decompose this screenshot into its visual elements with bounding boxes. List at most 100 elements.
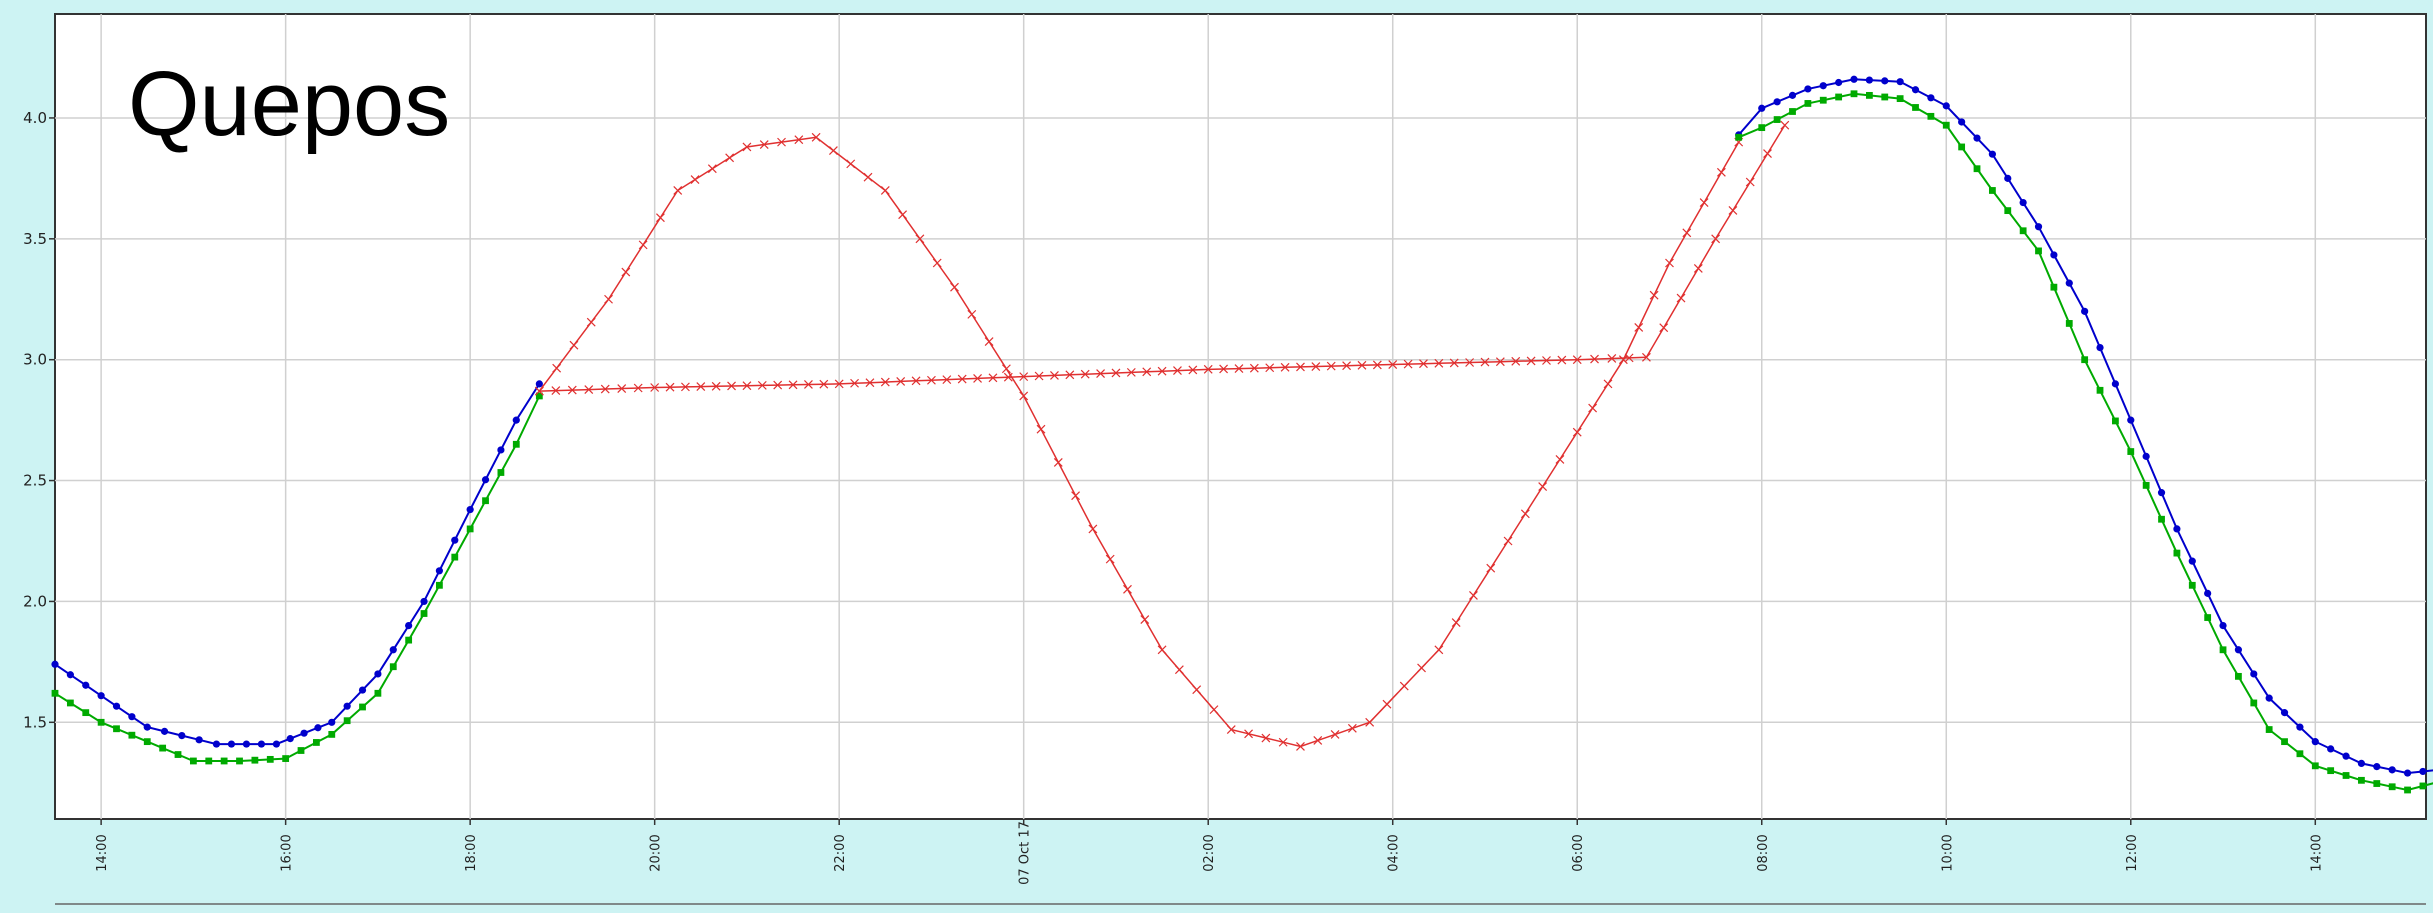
data-point <box>1019 391 1029 401</box>
data-point <box>2250 699 2258 707</box>
data-point <box>1538 482 1548 492</box>
data-point <box>51 660 59 668</box>
data-point <box>1244 729 1253 739</box>
data-point <box>1958 118 1966 126</box>
grid-lines <box>55 14 2426 819</box>
data-point <box>1080 369 1090 379</box>
data-point <box>282 755 290 762</box>
data-point <box>1659 323 1669 333</box>
x-tick-label: 07 Oct 17 <box>1018 821 1033 885</box>
data-point <box>794 135 804 145</box>
series-layer <box>51 75 2433 794</box>
data-point <box>534 386 544 396</box>
data-point <box>1265 363 1275 373</box>
data-point <box>567 385 577 395</box>
data-point <box>82 709 90 717</box>
data-point <box>1511 356 1521 366</box>
data-point <box>2296 723 2304 731</box>
data-point <box>2404 786 2411 794</box>
data-point <box>2388 766 2396 774</box>
data-point <box>435 567 444 575</box>
data-point <box>189 757 197 765</box>
data-point <box>638 240 648 250</box>
data-point <box>2158 515 2165 523</box>
data-point <box>911 376 921 386</box>
data-point <box>915 234 925 244</box>
data-point <box>2112 417 2119 425</box>
data-point <box>374 670 382 678</box>
data-point <box>1642 352 1651 362</box>
data-point <box>297 747 305 754</box>
data-point <box>389 663 397 671</box>
data-point <box>2004 207 2012 215</box>
data-point <box>466 525 474 533</box>
data-point <box>1942 121 1950 129</box>
data-point <box>2219 646 2227 654</box>
data-point <box>1973 134 1981 142</box>
data-point <box>1036 424 1046 434</box>
data-point <box>1988 150 1996 158</box>
data-point <box>1157 366 1167 376</box>
data-point <box>2342 752 2350 760</box>
data-point <box>2173 525 2181 533</box>
data-point <box>1958 143 1966 151</box>
data-point <box>1313 736 1323 745</box>
data-point <box>1219 364 1229 374</box>
data-point <box>1417 663 1426 673</box>
data-point <box>569 340 579 350</box>
data-point <box>1557 355 1567 365</box>
data-point <box>680 382 690 392</box>
data-point <box>690 175 700 185</box>
data-point <box>51 689 59 697</box>
data-point <box>1188 365 1198 375</box>
data-point <box>1789 108 1796 115</box>
data-point <box>1226 725 1236 734</box>
data-point <box>420 597 428 606</box>
series-group <box>534 120 1790 396</box>
data-point <box>405 622 413 630</box>
data-point <box>2358 776 2365 784</box>
data-point <box>1105 554 1115 564</box>
data-point <box>2327 767 2335 775</box>
data-point <box>1480 357 1490 367</box>
data-point <box>343 702 351 710</box>
data-point <box>1203 364 1213 374</box>
data-point <box>535 392 543 400</box>
data-point <box>1330 729 1340 739</box>
data-point <box>1988 187 1996 194</box>
data-point <box>1234 364 1244 373</box>
data-point <box>1019 372 1029 382</box>
x-tick-label: 18:00 <box>464 834 479 871</box>
data-point <box>2296 750 2304 758</box>
data-point <box>2373 763 2381 771</box>
series-group <box>534 132 1744 751</box>
data-point <box>2204 614 2212 621</box>
data-point <box>212 740 221 748</box>
data-point <box>1850 75 1858 83</box>
data-point <box>2173 549 2181 557</box>
data-point <box>1449 358 1459 368</box>
data-point <box>759 140 769 149</box>
data-point <box>512 440 520 448</box>
data-point <box>482 497 489 505</box>
data-point <box>586 317 596 327</box>
data-point <box>1865 76 1873 84</box>
data-point <box>2311 762 2319 770</box>
data-point <box>1618 355 1628 365</box>
data-point <box>2050 251 2058 259</box>
data-point <box>466 505 474 514</box>
data-point <box>1603 379 1613 389</box>
data-point <box>1326 361 1336 371</box>
data-point <box>1542 356 1551 365</box>
data-point <box>1588 403 1598 413</box>
data-point <box>497 469 505 476</box>
data-point <box>950 282 959 292</box>
data-point <box>2188 581 2196 589</box>
data-point <box>1735 133 1743 141</box>
data-point <box>757 380 767 390</box>
data-point <box>2204 589 2212 597</box>
data-point <box>898 210 908 220</box>
data-point <box>552 363 562 373</box>
y-tick-label: 4.0 <box>23 109 47 127</box>
data-point <box>481 476 490 484</box>
